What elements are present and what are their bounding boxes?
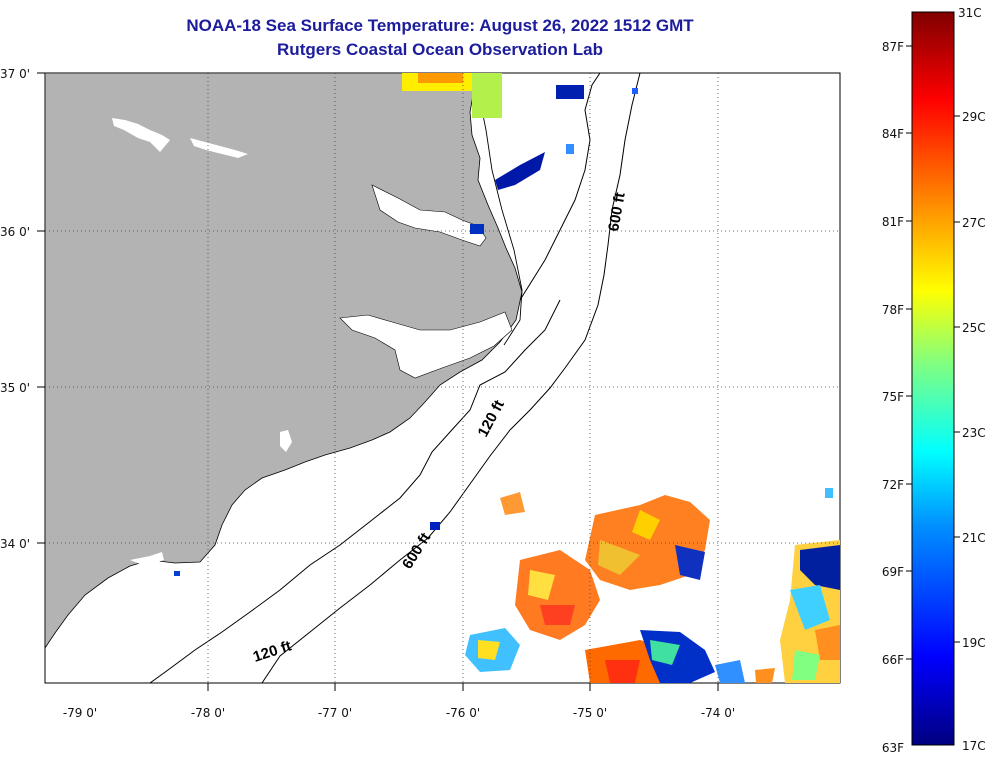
colorbar-f-label: 87F bbox=[882, 40, 904, 54]
lat-label: 35 0' bbox=[0, 381, 30, 395]
colorbar-c-label: 17C bbox=[962, 739, 986, 753]
colorbar-f-label: 66F bbox=[882, 653, 904, 667]
inland-lake-2 bbox=[190, 138, 248, 158]
chart-subtitle: Rutgers Coastal Ocean Observation Lab bbox=[277, 40, 603, 59]
outer-banks bbox=[477, 89, 523, 346]
lat-label: 36 0' bbox=[0, 225, 30, 239]
lon-label: -79 0' bbox=[63, 706, 97, 720]
colorbar-c-label: 25C bbox=[962, 321, 986, 335]
colorbar-f-label: 63F bbox=[882, 741, 904, 755]
lon-label: -77 0' bbox=[318, 706, 352, 720]
colorbar-f-label: 78F bbox=[882, 303, 904, 317]
lat-label: 37 0' bbox=[0, 67, 30, 81]
colorbar-c-label: 23C bbox=[962, 426, 986, 440]
graticule bbox=[45, 73, 840, 683]
isobath-600ft bbox=[261, 73, 641, 683]
lon-label: -74 0' bbox=[701, 706, 735, 720]
colorbar-f-label: 69F bbox=[882, 565, 904, 579]
lon-label: -78 0' bbox=[191, 706, 225, 720]
inland-lake-4 bbox=[130, 552, 164, 566]
colorbar-gradient bbox=[911, 11, 955, 746]
sst-data bbox=[174, 73, 840, 683]
colorbar-f-label: 81F bbox=[882, 215, 904, 229]
colorbar-f-label: 84F bbox=[882, 127, 904, 141]
colorbar-c-label: 29C bbox=[962, 110, 986, 124]
colorbar-f-label: 72F bbox=[882, 478, 904, 492]
inland-lake-1 bbox=[112, 118, 170, 152]
colorbar: 87F 84F 81F 78F 75F 72F 69F 66F 63F 31C … bbox=[882, 6, 986, 755]
colorbar-f-label: 75F bbox=[882, 390, 904, 404]
lon-label: -75 0' bbox=[573, 706, 607, 720]
axis-ticks bbox=[37, 72, 719, 691]
colorbar-c-label: 19C bbox=[962, 636, 986, 650]
colorbar-c-label: 27C bbox=[962, 216, 986, 230]
inland-lake-3 bbox=[280, 430, 292, 452]
colorbar-ticks bbox=[906, 45, 960, 660]
colorbar-c-label: 31C bbox=[958, 6, 982, 20]
lat-label: 34 0' bbox=[0, 537, 30, 551]
chart-title: NOAA-18 Sea Surface Temperature: August … bbox=[186, 16, 694, 35]
lon-label: -76 0' bbox=[446, 706, 480, 720]
colorbar-c-label: 21C bbox=[962, 531, 986, 545]
isobath-label-1: 600 ft bbox=[605, 191, 629, 233]
pamlico-sound bbox=[339, 311, 513, 379]
